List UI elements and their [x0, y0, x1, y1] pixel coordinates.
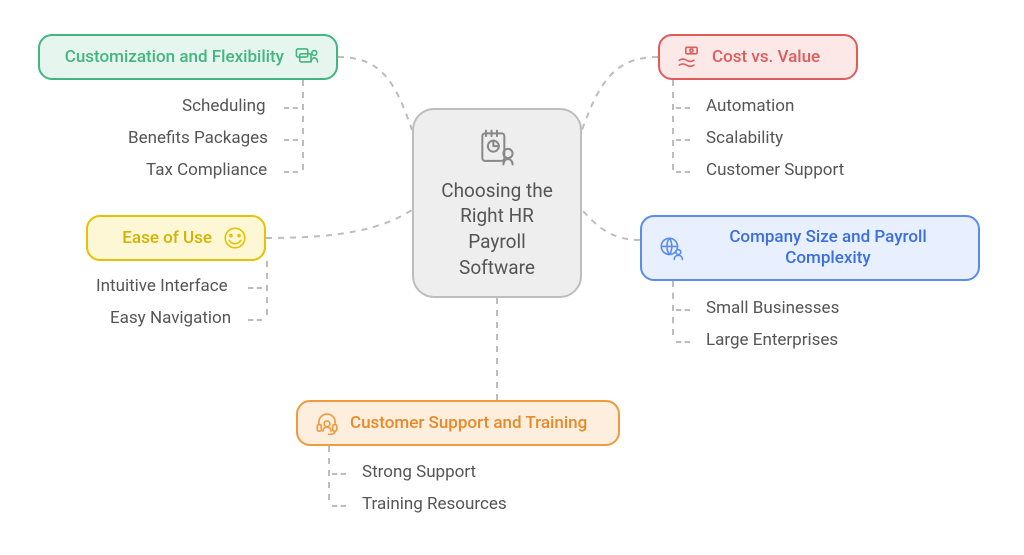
leaf-tick — [676, 171, 690, 173]
branch-label: Ease of Use — [122, 228, 212, 248]
branch-ease: Ease of Use — [86, 215, 266, 261]
leaf-item: Easy Navigation — [110, 308, 231, 328]
leaf-tick — [676, 341, 690, 343]
leaf-tick — [676, 107, 690, 109]
leaf-item: Scalability — [706, 128, 783, 148]
leaf-tick — [284, 107, 298, 109]
leaf-tick — [332, 473, 346, 475]
branch-support: Customer Support and Training — [296, 400, 620, 446]
leaf-tick — [676, 139, 690, 141]
leaf-item: Customer Support — [706, 160, 844, 180]
branch-cost: Cost vs. Value — [658, 34, 858, 80]
center-node: Choosing the Right HR Payroll Software — [412, 108, 582, 298]
leaf-item: Tax Compliance — [146, 160, 267, 180]
notepad-chart-icon — [475, 126, 519, 170]
leaf-tick — [248, 287, 262, 289]
headset-icon — [314, 410, 340, 436]
leaf-item: Small Businesses — [706, 298, 839, 318]
branch-size: Company Size and Payroll Complexity — [640, 215, 980, 281]
branch-customization: Customization and Flexibility — [38, 34, 338, 80]
branch-label: Customization and Flexibility — [65, 47, 284, 67]
leaf-item: Strong Support — [362, 462, 476, 482]
leaf-item: Intuitive Interface — [96, 276, 228, 296]
leaf-item: Automation — [706, 96, 794, 116]
leaf-item: Large Enterprises — [706, 330, 838, 350]
center-label: Choosing the Right HR Payroll Software — [430, 178, 564, 281]
globe-people-icon — [658, 235, 684, 261]
leaf-tick — [332, 505, 346, 507]
leaf-tick — [248, 319, 262, 321]
mindmap-canvas: Choosing the Right HR Payroll Software C… — [0, 0, 1024, 555]
branch-label: Cost vs. Value — [712, 47, 820, 67]
branch-label: Company Size and Payroll Complexity — [694, 227, 962, 270]
leaf-tick — [284, 171, 298, 173]
leaf-tick — [284, 139, 298, 141]
layers-people-icon — [294, 44, 320, 70]
branch-label: Customer Support and Training — [350, 413, 587, 433]
leaf-tick — [676, 309, 690, 311]
leaf-item: Training Resources — [362, 494, 507, 514]
hand-money-icon — [676, 44, 702, 70]
leaf-item: Benefits Packages — [128, 128, 268, 148]
smiley-icon — [222, 225, 248, 251]
leaf-item: Scheduling — [182, 96, 266, 116]
